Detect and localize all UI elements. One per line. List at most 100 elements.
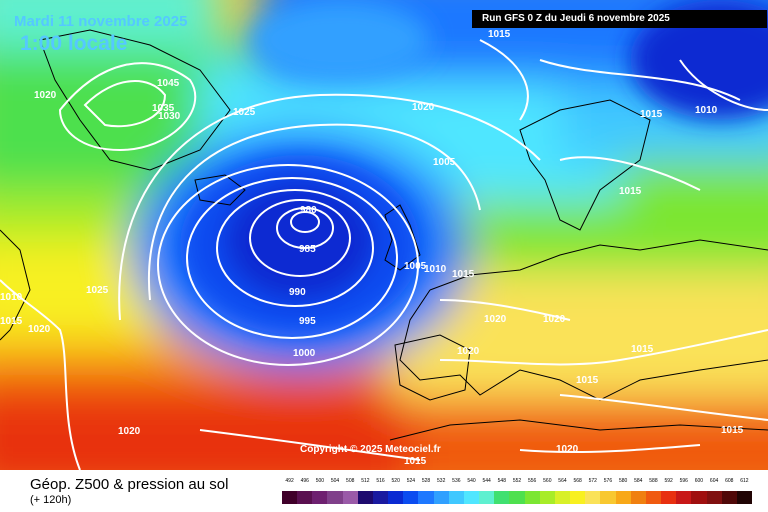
scale-swatch xyxy=(433,491,449,504)
isobar-label: 1045 xyxy=(157,78,180,89)
scale-tick-label: 576 xyxy=(603,478,613,484)
scale-tick-label: 524 xyxy=(406,478,416,484)
scale-swatch xyxy=(418,491,434,504)
scale-tick-label: 528 xyxy=(421,478,431,484)
scale-swatch xyxy=(357,491,373,504)
isobar-label: 1005 xyxy=(433,157,456,168)
scale-tick-label: 608 xyxy=(725,478,734,484)
map-title: Géop. Z500 & pression au sol xyxy=(30,476,229,493)
scale-swatch xyxy=(585,491,601,504)
scale-tick-label: 508 xyxy=(346,478,355,484)
europe-coast xyxy=(399,239,768,401)
scale-swatch xyxy=(297,491,313,504)
scale-tick-label: 532 xyxy=(437,478,446,484)
isobar-label: 1020 xyxy=(556,444,579,455)
isobar-label: 1020 xyxy=(543,314,566,325)
scale-tick-label: 604 xyxy=(709,478,719,484)
scale-swatch xyxy=(509,491,525,504)
isobar-label: 1015 xyxy=(452,269,475,280)
britain-coast xyxy=(384,204,421,271)
scale-swatch xyxy=(494,491,510,504)
isobar-label: 1010 xyxy=(0,292,23,303)
scale-swatch xyxy=(645,491,662,504)
isobar-label: 1035 xyxy=(152,103,175,114)
scale-swatch xyxy=(554,491,571,504)
scale-swatch xyxy=(342,491,358,504)
isobar-label: 1020 xyxy=(118,426,141,437)
isobar-label: 985 xyxy=(299,244,316,255)
color-scale: 492 496 500 504 508 512 516 520 524 528 532 536 540 5… xyxy=(282,478,752,508)
isobar-label: 1020 xyxy=(28,324,51,335)
scale-tick-label: 540 xyxy=(467,478,476,484)
scale-swatch xyxy=(706,491,722,504)
isobar-label: 990 xyxy=(289,287,306,298)
scale-swatch xyxy=(600,491,616,504)
scale-tick-label: 584 xyxy=(634,478,643,484)
copyright: Copyright © 2025 Meteociel.fr xyxy=(300,444,441,455)
scale-swatch xyxy=(448,491,464,504)
scale-swatch xyxy=(736,491,752,504)
isobar-label: 1025 xyxy=(86,285,109,296)
scale-tick-label: 500 xyxy=(315,478,325,484)
scale-tick-label: 612 xyxy=(740,478,749,484)
scale-swatch xyxy=(630,491,646,504)
scale-swatch xyxy=(691,491,707,504)
isobar-label: 1010 xyxy=(695,105,718,116)
scale-tick-label: 596 xyxy=(679,478,688,484)
isobar-label: 1015 xyxy=(0,316,23,327)
scale-tick-label: 588 xyxy=(649,478,658,484)
isobar-label: 1015 xyxy=(576,375,599,386)
isobar-label: 1005 xyxy=(404,261,427,272)
isobar-label: 980 xyxy=(300,205,317,216)
scale-swatch xyxy=(524,491,540,504)
scale-tick-label: 568 xyxy=(573,478,582,484)
isobar-label: 1020 xyxy=(457,346,480,357)
scale-tick-label: 492 xyxy=(285,478,294,484)
scale-tick-label: 552 xyxy=(512,478,522,484)
scale-swatch xyxy=(539,491,555,504)
scale-tick-label: 536 xyxy=(452,478,461,484)
scale-tick-label: 572 xyxy=(588,478,597,484)
scale-tick-label: 560 xyxy=(543,478,552,484)
isobar-label: 1020 xyxy=(412,102,435,113)
isobar-label: 1015 xyxy=(631,344,654,355)
iceland-coast xyxy=(194,174,246,206)
isobar-label: 1015 xyxy=(721,425,744,436)
scale-swatch xyxy=(372,491,389,504)
forecast-date: Mardi 11 novembre 2025 xyxy=(14,13,188,30)
scale-tick-label: 556 xyxy=(527,478,537,484)
iberia-coast xyxy=(394,334,471,401)
isobar-label: 1000 xyxy=(293,348,316,359)
scale-swatch xyxy=(661,491,677,504)
isobar-label: 1015 xyxy=(640,109,663,120)
scale-tick-label: 600 xyxy=(694,478,704,484)
isobar-label: 1015 xyxy=(619,186,642,197)
scale-tick-label: 544 xyxy=(482,478,491,484)
scale-tick-label: 504 xyxy=(330,478,340,484)
map-subtitle: (+ 120h) xyxy=(30,494,72,506)
scale-swatch xyxy=(403,491,419,504)
isobar-label: 1030 xyxy=(158,111,181,122)
scale-swatch xyxy=(282,491,298,504)
scale-tick-label: 496 xyxy=(300,478,309,484)
scale-tick-label: 516 xyxy=(376,478,385,484)
forecast-time: 1:00 locale xyxy=(20,32,128,55)
isobar-label: 1025 xyxy=(233,107,256,118)
scale-swatch xyxy=(615,491,631,504)
scale-swatch xyxy=(463,491,480,504)
scandinavia-coast xyxy=(519,99,651,231)
scale-swatch xyxy=(327,491,343,504)
isobar-label: 995 xyxy=(299,316,316,327)
isobar-label: 1020 xyxy=(484,314,507,325)
scale-tick-label: 580 xyxy=(618,478,628,484)
isobar-label: 1010 xyxy=(424,264,447,275)
scale-tick-label: 512 xyxy=(361,478,370,484)
run-info: Run GFS 0 Z du Jeudi 6 novembre 2025 xyxy=(472,10,767,28)
america-coast xyxy=(0,229,31,341)
scale-swatch xyxy=(570,491,586,504)
scale-tick-label: 592 xyxy=(664,478,673,484)
scale-swatch xyxy=(388,491,404,504)
scale-swatch xyxy=(479,491,495,504)
